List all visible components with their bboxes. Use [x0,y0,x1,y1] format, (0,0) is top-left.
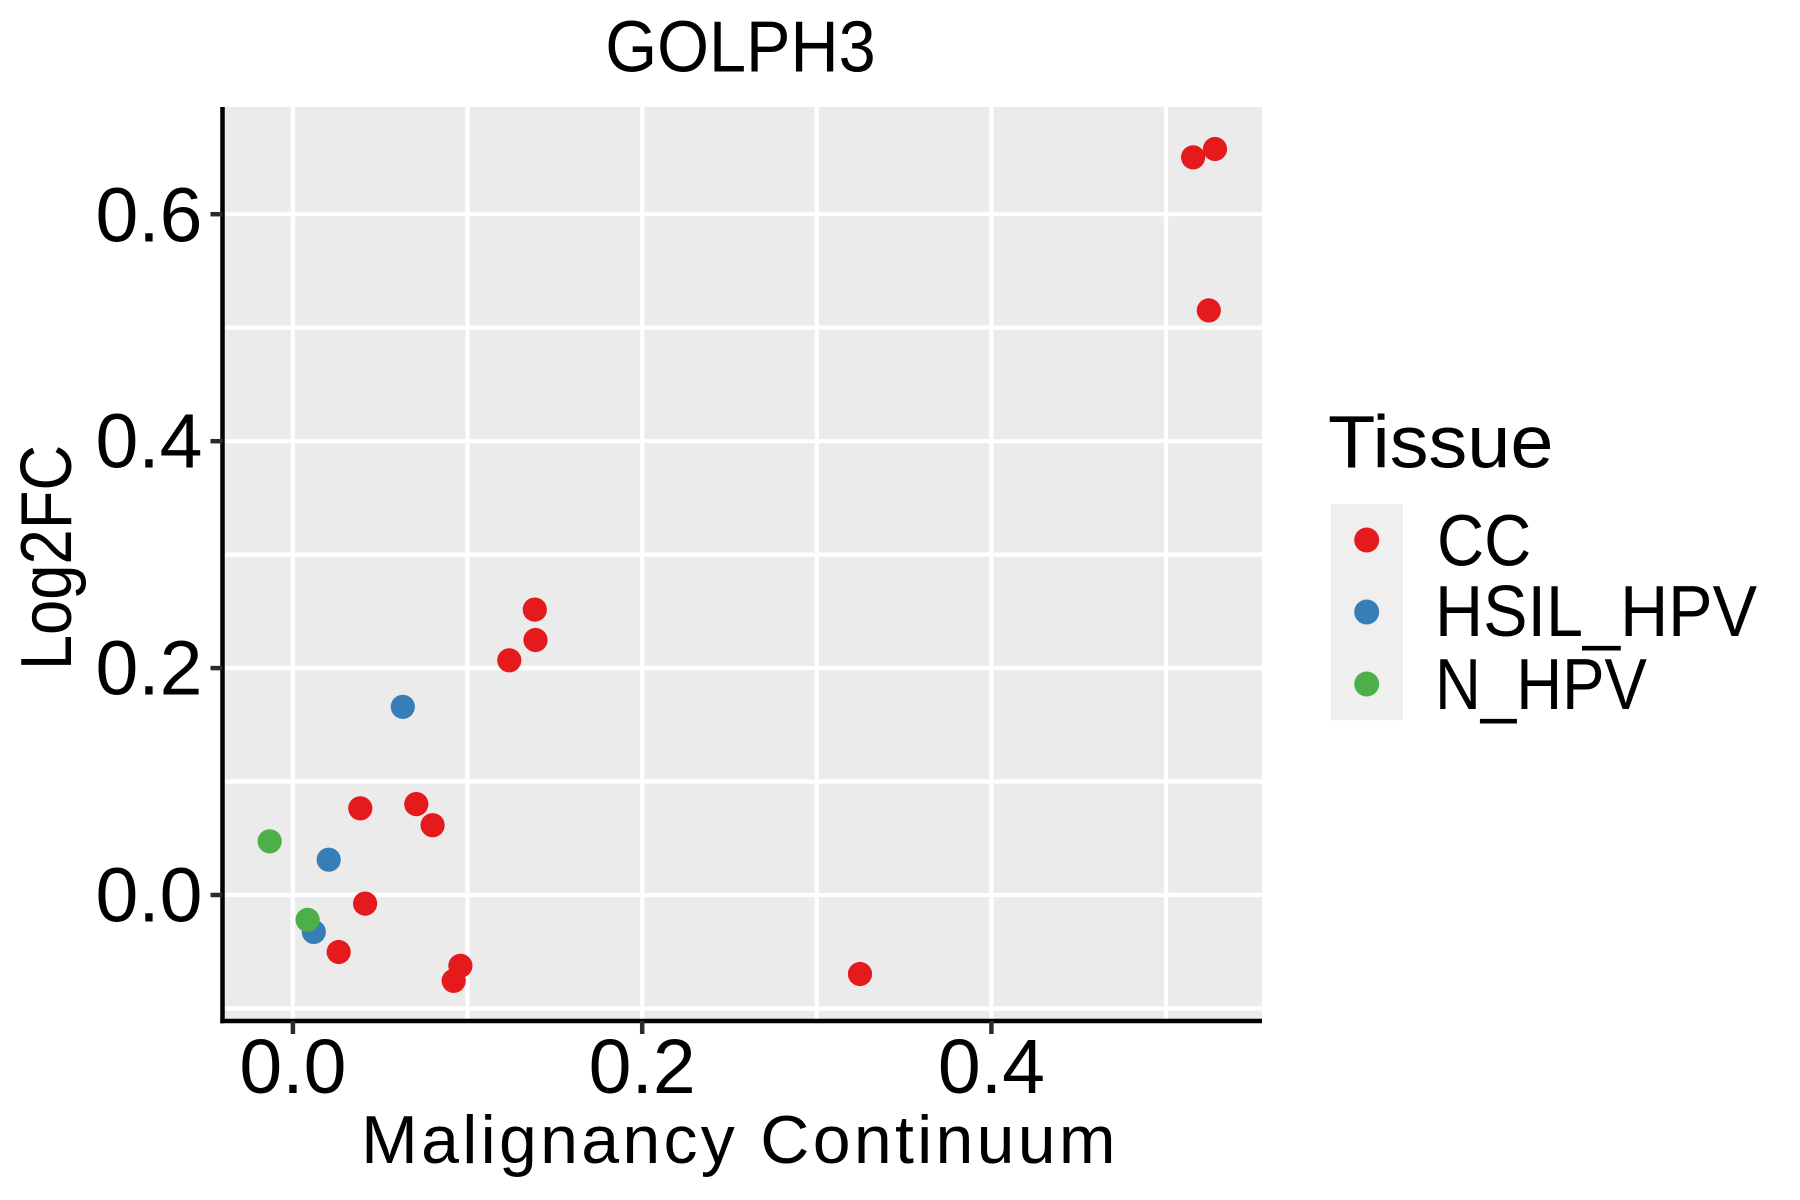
svg-text:0.0: 0.0 [239,1024,346,1110]
svg-text:N_HPV: N_HPV [1435,645,1647,725]
svg-text:CC: CC [1437,501,1531,582]
svg-text:0.2: 0.2 [589,1024,696,1110]
svg-text:0.4: 0.4 [938,1024,1045,1110]
svg-text:HSIL_HPV: HSIL_HPV [1435,571,1757,652]
svg-text:Malignancy Continuum: Malignancy Continuum [361,1102,1119,1178]
svg-text:0.6: 0.6 [95,173,202,259]
svg-text:Log2FC: Log2FC [7,445,87,670]
svg-text:GOLPH3: GOLPH3 [605,6,875,87]
svg-text:0.0: 0.0 [95,853,202,939]
svg-text:0.2: 0.2 [95,626,202,712]
svg-text:Tissue: Tissue [1328,401,1553,484]
svg-text:0.4: 0.4 [95,399,202,485]
